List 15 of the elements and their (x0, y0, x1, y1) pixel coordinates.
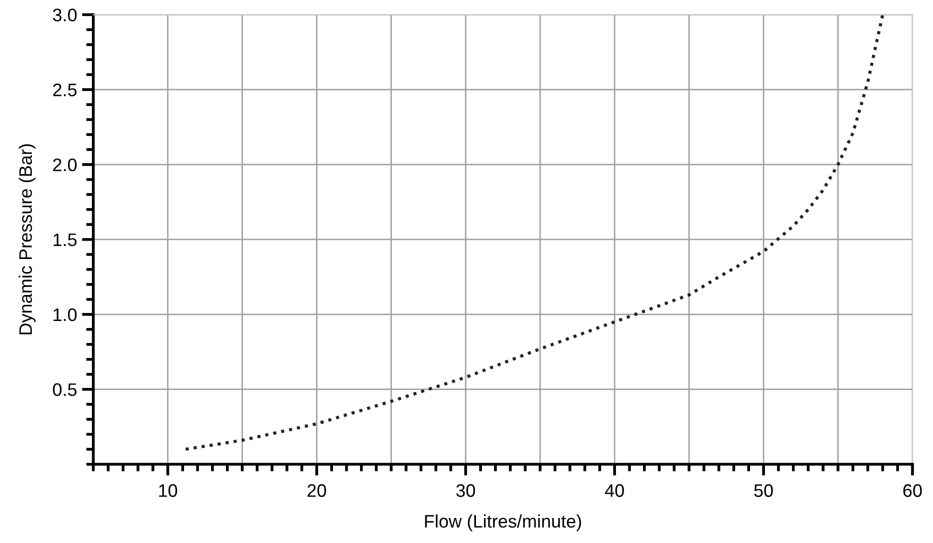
line-series (184, 14, 884, 451)
x-tick-label: 50 (754, 484, 773, 497)
y-tick-label: 2.5 (53, 84, 77, 96)
x-tick-label: 30 (456, 484, 475, 497)
x-tick-label: 60 (903, 484, 922, 497)
y-axis-title: Dynamic Pressure (Bar) (18, 144, 36, 334)
y-tick-label: 2.0 (53, 158, 77, 172)
y-tick-label: 1.5 (54, 234, 77, 246)
x-tick-label: 10 (159, 484, 178, 497)
x-tick-label: 20 (308, 484, 326, 497)
y-tick-label: 3.0 (52, 8, 77, 22)
x-tick-label: 40 (604, 484, 624, 497)
y-tick-label: 0.5 (52, 383, 77, 396)
y-tick-label: 1.0 (54, 308, 77, 322)
x-axis-title: Flow (Litres/minute) (425, 514, 582, 532)
